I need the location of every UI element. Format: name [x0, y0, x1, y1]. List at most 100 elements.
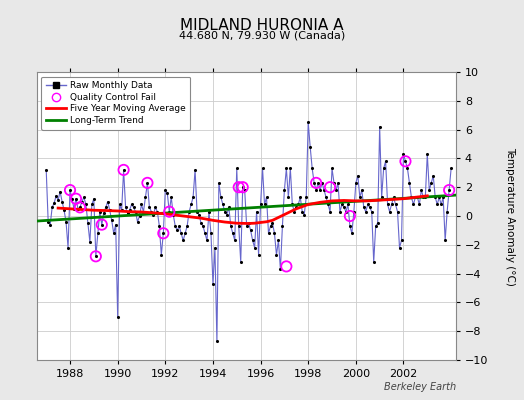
Point — [201, 230, 209, 236]
Point — [439, 194, 447, 200]
Point — [435, 194, 443, 200]
Point — [119, 167, 128, 173]
Point — [167, 194, 176, 200]
Point — [207, 230, 215, 236]
Point — [306, 144, 314, 150]
Point — [185, 208, 193, 215]
Point — [161, 187, 169, 193]
Legend: Raw Monthly Data, Quality Control Fail, Five Year Moving Average, Long-Term Tren: Raw Monthly Data, Quality Control Fail, … — [41, 76, 190, 130]
Point — [145, 204, 154, 210]
Text: MIDLAND HURONIA A: MIDLAND HURONIA A — [180, 18, 344, 33]
Point — [258, 165, 267, 172]
Point — [173, 227, 181, 234]
Point — [264, 230, 272, 236]
Point — [236, 259, 245, 265]
Point — [72, 196, 80, 202]
Point — [163, 190, 171, 196]
Point — [292, 204, 300, 210]
Y-axis label: Temperature Anomaly (°C): Temperature Anomaly (°C) — [505, 146, 515, 286]
Point — [42, 167, 50, 173]
Point — [286, 165, 294, 172]
Point — [401, 158, 410, 164]
Text: 44.680 N, 79.930 W (Canada): 44.680 N, 79.930 W (Canada) — [179, 30, 345, 40]
Point — [235, 184, 243, 190]
Point — [338, 201, 346, 208]
Point — [346, 223, 354, 229]
Point — [312, 187, 320, 193]
Point — [354, 172, 362, 179]
Point — [374, 220, 382, 226]
Point — [328, 165, 336, 172]
Point — [70, 206, 78, 212]
Point — [114, 314, 122, 320]
Point — [143, 180, 151, 186]
Point — [253, 208, 261, 215]
Point — [183, 223, 191, 229]
Point — [310, 180, 319, 186]
Point — [308, 165, 316, 172]
Point — [125, 207, 134, 214]
Point — [320, 187, 328, 193]
Point — [199, 223, 207, 229]
Point — [225, 204, 233, 210]
Point — [235, 223, 243, 229]
Point — [233, 165, 241, 172]
Point — [44, 218, 52, 225]
Point — [417, 187, 425, 193]
Point — [112, 222, 120, 228]
Point — [127, 201, 136, 208]
Point — [76, 204, 84, 210]
Point — [300, 211, 309, 218]
Point — [66, 187, 74, 193]
Point — [195, 211, 203, 218]
Point — [95, 208, 104, 215]
Point — [389, 194, 398, 200]
Point — [352, 180, 360, 186]
Point — [302, 194, 310, 200]
Point — [405, 180, 413, 186]
Point — [238, 184, 247, 190]
Point — [342, 208, 350, 215]
Point — [372, 223, 380, 229]
Point — [304, 119, 312, 126]
Point — [344, 201, 352, 208]
Point — [340, 204, 348, 210]
Point — [268, 220, 277, 226]
Point — [86, 239, 94, 245]
Point — [413, 194, 422, 200]
Point — [348, 230, 356, 236]
Point — [90, 196, 98, 202]
Point — [94, 230, 102, 236]
Point — [197, 220, 205, 226]
Point — [60, 207, 68, 214]
Point — [171, 223, 179, 229]
Point — [132, 208, 140, 215]
Point — [381, 158, 390, 164]
Point — [250, 244, 259, 251]
Point — [137, 201, 146, 208]
Point — [175, 223, 183, 229]
Point — [364, 201, 372, 208]
Point — [97, 222, 106, 228]
Point — [129, 204, 138, 210]
Point — [74, 206, 82, 212]
Point — [165, 208, 173, 215]
Point — [284, 194, 292, 200]
Point — [419, 194, 428, 200]
Point — [441, 237, 450, 244]
Point — [187, 201, 195, 208]
Point — [437, 201, 445, 208]
Point — [149, 211, 158, 218]
Point — [181, 230, 189, 236]
Point — [336, 208, 344, 215]
Point — [115, 201, 124, 208]
Point — [384, 201, 392, 208]
Point — [159, 230, 168, 236]
Point — [324, 201, 332, 208]
Point — [359, 204, 368, 210]
Point — [443, 208, 451, 215]
Point — [282, 263, 291, 270]
Text: Berkeley Earth: Berkeley Earth — [384, 382, 456, 392]
Point — [165, 208, 173, 215]
Point — [401, 158, 410, 164]
